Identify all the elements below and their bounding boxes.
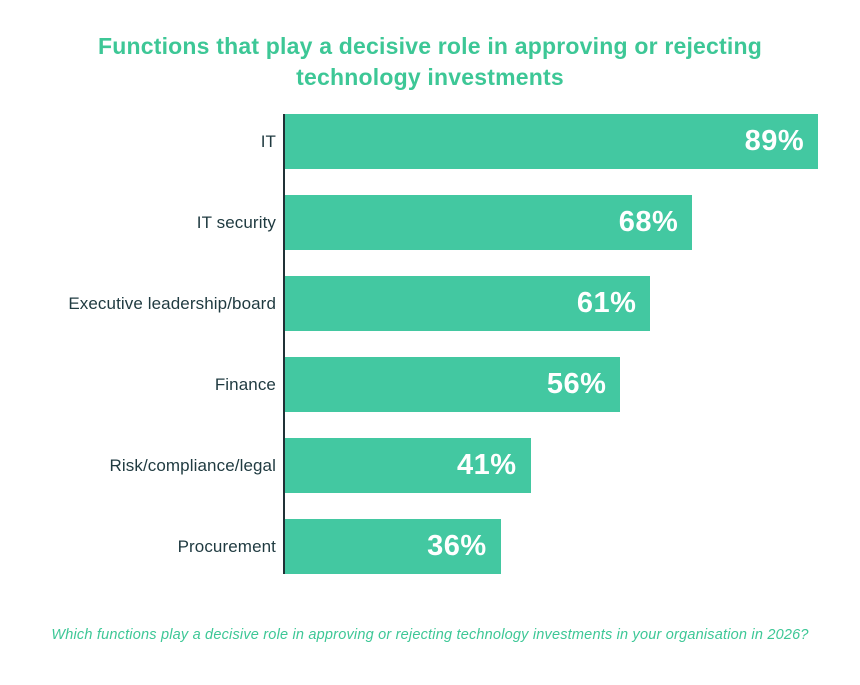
bar-risk-compliance-legal: 41% <box>285 438 531 493</box>
category-label-executive-leadership-board: Executive leadership/board <box>68 293 276 313</box>
category-label-finance: Finance <box>214 374 276 394</box>
category-label-it: IT <box>260 131 276 151</box>
value-label-it: 89% <box>744 125 805 157</box>
value-label-risk-compliance-legal: 41% <box>457 449 517 481</box>
bar-executive-leadership-board: 61% <box>285 276 651 331</box>
bar-finance: 56% <box>285 357 621 412</box>
value-label-procurement: 36% <box>427 530 487 562</box>
chart-title-line2: technology investments <box>296 64 564 90</box>
bar-it-security: 68% <box>285 195 693 250</box>
bar-it: 89% <box>285 114 819 169</box>
category-label-it-security: IT security <box>196 212 276 232</box>
value-label-finance: 56% <box>546 368 607 400</box>
bar-chart: IT IT security Executive leadership/boar… <box>0 114 860 574</box>
chart-title: Functions that play a decisive role in a… <box>0 0 860 93</box>
category-label-procurement: Procurement <box>177 536 276 556</box>
plot-area: 89% 68% 61% 56% 41% 36% <box>283 114 860 574</box>
category-label-risk-compliance-legal: Risk/compliance/legal <box>109 455 276 475</box>
survey-question-footnote: Which functions play a decisive role in … <box>51 627 809 643</box>
category-axis-labels: IT IT security Executive leadership/boar… <box>0 114 283 574</box>
value-label-it-security: 68% <box>618 206 679 238</box>
bar-procurement: 36% <box>285 519 501 574</box>
chart-title-line1: Functions that play a decisive role in a… <box>97 33 762 59</box>
value-label-executive-leadership-board: 61% <box>576 287 637 319</box>
